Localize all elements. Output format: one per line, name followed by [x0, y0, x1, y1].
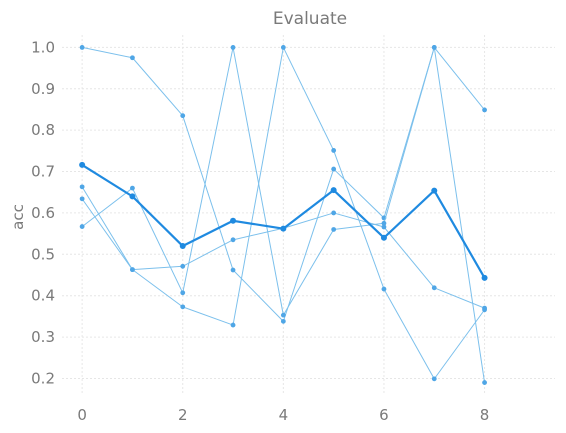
- y-tick-label: 0.6: [31, 204, 55, 222]
- data-point: [130, 55, 135, 61]
- y-tick-label: 0.2: [31, 369, 55, 387]
- y-tick-label: 0.7: [31, 163, 55, 181]
- data-point: [331, 227, 337, 232]
- data-point: [230, 45, 236, 50]
- data-point: [180, 304, 186, 310]
- data-point: [280, 225, 287, 232]
- y-tick-label: 0.8: [31, 121, 55, 139]
- y-tick-label: 0.5: [31, 245, 55, 263]
- data-point: [79, 196, 85, 202]
- data-point: [331, 166, 337, 172]
- data-point: [230, 267, 236, 273]
- data-point: [482, 380, 487, 385]
- y-tick-label: 0.3: [31, 328, 55, 346]
- data-point: [330, 187, 337, 194]
- data-point: [230, 322, 236, 328]
- y-tick-label: 0.4: [31, 287, 55, 305]
- x-tick-label: 2: [178, 406, 188, 424]
- data-point: [431, 45, 437, 50]
- data-point: [230, 237, 236, 243]
- x-tick-label: 4: [279, 406, 289, 424]
- data-point: [380, 234, 387, 241]
- data-point: [280, 318, 286, 324]
- y-tick-label: 0.9: [31, 80, 55, 98]
- chart-title: Evaluate: [273, 9, 347, 29]
- series-5: [79, 161, 488, 281]
- data-point: [280, 45, 286, 50]
- y-tick-label: 1.0: [31, 38, 55, 56]
- grid: [62, 35, 555, 395]
- data-point: [482, 305, 487, 311]
- data-point: [130, 185, 135, 191]
- data-point: [130, 267, 135, 273]
- data-point: [180, 113, 186, 119]
- series-4: [79, 196, 487, 311]
- data-point: [280, 312, 286, 318]
- tick-labels: 0.2 0.3 0.4 0.5 0.6 0.7 0.8 0.9 1.0 0 2 4 6 8: [31, 38, 489, 424]
- data-point: [180, 263, 186, 269]
- data-point: [230, 217, 237, 224]
- data-point: [431, 285, 437, 291]
- data-point: [431, 187, 438, 194]
- data-point: [180, 290, 186, 296]
- data-point: [381, 220, 387, 226]
- data-point: [381, 286, 387, 292]
- data-point: [481, 274, 488, 281]
- series-lines: [79, 45, 488, 385]
- data-point: [381, 224, 387, 230]
- data-point: [331, 210, 337, 216]
- data-point: [79, 224, 85, 229]
- x-tick-label: 8: [480, 406, 490, 424]
- x-tick-label: 0: [77, 406, 87, 424]
- series-3: [79, 45, 487, 385]
- data-point: [431, 376, 437, 382]
- x-tick-label: 6: [379, 406, 389, 424]
- data-point: [129, 193, 136, 200]
- data-point: [179, 243, 186, 250]
- data-point: [79, 161, 86, 168]
- data-point: [482, 107, 487, 113]
- data-point: [79, 184, 85, 190]
- data-point: [331, 148, 337, 153]
- y-axis-label: acc: [9, 204, 27, 230]
- data-point: [79, 45, 85, 50]
